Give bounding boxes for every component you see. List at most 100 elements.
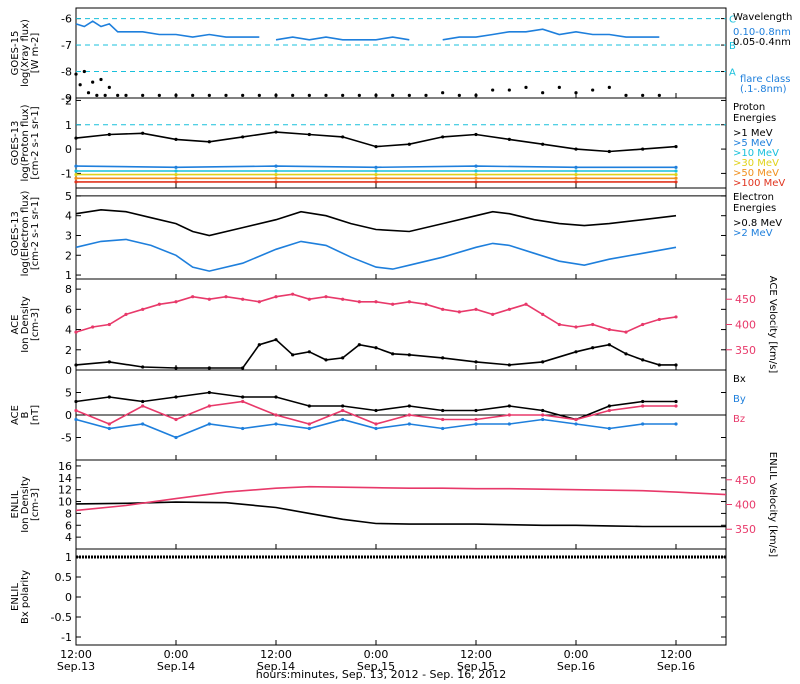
data-point (341, 93, 345, 97)
data-point (78, 83, 82, 87)
y-axis-label: [cm-3] (30, 488, 41, 521)
data-point (574, 91, 578, 95)
data-point (207, 93, 211, 97)
legend-entry: By (733, 394, 746, 405)
data-point (591, 88, 595, 92)
y-axis-label: Ion Density (20, 296, 31, 353)
y-tick-label: 5 (65, 387, 72, 400)
data-point (624, 93, 628, 97)
y-tick-label: -5 (61, 432, 72, 445)
legend-entry: 0.05-0.4nm (733, 37, 791, 48)
panel-enlil_bx: -1 -0.5 0 0.5 1 ENLIL Bx polarity (10, 548, 727, 646)
y-axis-label: [cm-2 s-1 sr-1] (30, 197, 41, 270)
data-point (82, 69, 86, 74)
y-tick-label: 12 (58, 484, 72, 497)
data-point (124, 93, 128, 97)
x-tick-time: 12:00 (60, 648, 92, 661)
y-tick-label: 6 (65, 519, 72, 532)
panel-xray: -9 -8 -7 -6 C B A GOES-15 log(Xray flux) [W m-2] W… (10, 7, 792, 105)
data-point (641, 93, 645, 97)
series-line (75, 208, 677, 237)
x-tick-date: Sep.15 (357, 660, 395, 673)
y-axis-label: log(Electron flux) (20, 191, 31, 277)
panel-frame (75, 459, 727, 550)
legend-entry: >10 MeV (733, 148, 779, 159)
legend-footer: (.1-.8nm) (740, 84, 787, 95)
series-line (75, 131, 677, 153)
legend-entry: >0.8 MeV (733, 218, 782, 229)
y-tick-label: 5 (65, 190, 72, 203)
y-tick-label: 0 (65, 364, 72, 377)
data-point (74, 72, 78, 76)
x-tick-time: 0:00 (164, 648, 189, 661)
panel-frame (75, 7, 727, 99)
y-axis-label: ACE (10, 405, 21, 425)
panel-ace_density: 0 2 4 6 8 350 400 450 ACE Velocity [km/s] ACE Ion … (10, 276, 778, 377)
legend-title: Proton (733, 102, 765, 113)
y-tick-label: 4 (65, 210, 72, 223)
series-line (75, 501, 726, 528)
x-tick-date: Sep.14 (157, 660, 195, 673)
flare-class-label: C (729, 15, 736, 26)
legend-title: Wavelength (733, 12, 792, 23)
data-point (424, 93, 428, 97)
data-point (474, 93, 478, 97)
data-point (541, 91, 545, 95)
x-tick-date: Sep.16 (657, 660, 695, 673)
data-point (257, 93, 261, 97)
y-axis-label: ENLIL (10, 583, 21, 611)
y-tick-label: -1 (61, 167, 72, 180)
data-point (307, 93, 311, 97)
legend-title: Energies (733, 113, 776, 124)
x-tick-time: 12:00 (460, 648, 492, 661)
data-point (491, 88, 495, 92)
data-point (457, 93, 461, 97)
y-tick-label: 4 (65, 324, 72, 337)
y-tick-label: 3 (65, 229, 72, 242)
legend-title: Electron (733, 192, 774, 203)
data-point (103, 93, 107, 97)
series-line (75, 418, 676, 439)
panel-ace_b: -5 0 5 ACE B [nT] Bx By Bz (10, 369, 746, 461)
y2-tick-label: 450 (735, 293, 756, 306)
legend-entry: >30 MeV (733, 158, 779, 169)
panel-electron: 1 2 3 4 5 GOES-13 log(Electron flux) [cm-2 s-1 … (10, 187, 782, 282)
y-tick-label: 4 (65, 531, 72, 544)
data-point (224, 93, 228, 97)
y-axis-label: log(Proton flux) (20, 104, 31, 181)
x-tick-date: Sep.14 (257, 660, 295, 673)
series-line (75, 238, 677, 272)
y2-axis-label: ENLIL Velocity [km/s] (767, 452, 778, 557)
y-tick-label: 16 (58, 460, 72, 473)
data-point (324, 93, 328, 97)
y-tick-label: 0 (65, 143, 72, 156)
y-axis-label: GOES-15 (10, 31, 21, 76)
data-point (557, 85, 561, 90)
data-point (107, 85, 111, 90)
y-tick-label: -6 (61, 13, 72, 26)
data-point (191, 93, 195, 97)
legend-entry: >5 MeV (733, 138, 773, 149)
data-point (391, 93, 395, 97)
y-tick-label: 14 (58, 472, 72, 485)
y-tick-label: 2 (65, 344, 72, 357)
legend-entry: Bx (733, 374, 746, 385)
y-tick-label: 1 (65, 551, 72, 564)
data-point (507, 88, 511, 92)
y2-tick-label: 350 (735, 344, 756, 357)
x-axis-title: hours:minutes, Sep. 13, 2012 - Sep. 16, … (256, 668, 507, 680)
data-point (91, 80, 95, 84)
y-axis-label: [cm-2 s-1 sr-1] (30, 106, 41, 179)
panel-frame (75, 187, 727, 280)
y2-tick-label: 400 (735, 499, 756, 512)
data-point (241, 93, 245, 97)
data-point (524, 85, 528, 90)
y-tick-label: 6 (65, 303, 72, 316)
x-tick-date: Sep.13 (57, 660, 95, 673)
data-point (116, 93, 120, 97)
y-axis-label: B (20, 411, 31, 418)
data-point (99, 77, 103, 82)
data-point (86, 91, 91, 95)
